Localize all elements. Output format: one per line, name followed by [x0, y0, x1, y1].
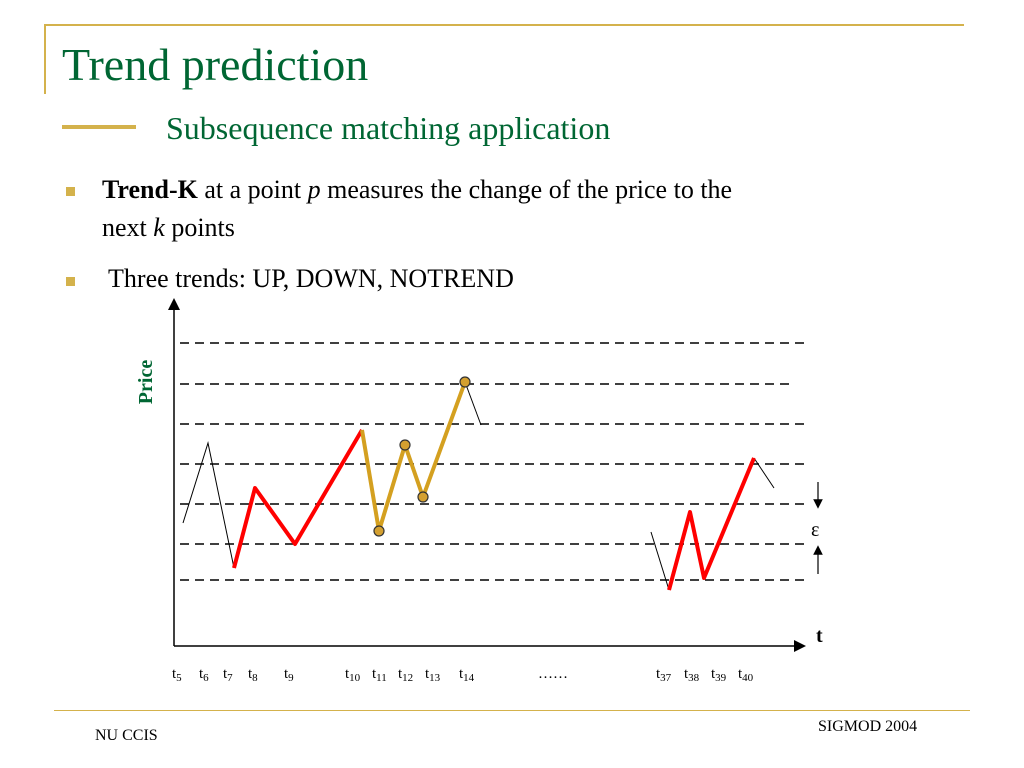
marker-point [373, 525, 385, 537]
red-trend-segment-1 [232, 428, 364, 569]
context-line-mid [464, 381, 482, 426]
red-trend-segment-2 [667, 457, 756, 591]
time-label: t12 [398, 666, 413, 684]
marker-point [417, 491, 429, 503]
time-label: t39 [711, 666, 727, 684]
y-axis-label: Price [135, 360, 157, 405]
marker-point [459, 376, 471, 388]
trend-markers [373, 376, 471, 537]
time-label: t37 [656, 666, 672, 684]
time-label: t7 [223, 666, 233, 684]
context-lines [182, 381, 775, 591]
bullet-1-text-d: points [164, 213, 235, 242]
slide-subtitle: Subsequence matching application [166, 110, 611, 146]
bullet-1-italic-p: p [307, 175, 321, 204]
frame-left-line [44, 24, 46, 94]
context-line-right-start [650, 531, 670, 591]
footer-right-text: SIGMOD 2004 [818, 718, 918, 735]
bullet-marker-2 [66, 277, 75, 286]
time-label: t6 [199, 666, 209, 684]
time-labels: t5 t6 t7 t8 t9 t10 t11 t12 t13 t14 …… t3… [172, 666, 754, 684]
footer-divider [54, 710, 970, 711]
slide-title: Trend prediction [62, 39, 369, 90]
level-lines [180, 342, 805, 581]
context-line-left [182, 441, 235, 569]
bullet-1-italic-k: k [153, 213, 165, 242]
time-label: t38 [684, 666, 700, 684]
time-label: t8 [248, 666, 258, 684]
context-line-right-end [753, 457, 775, 489]
time-label: t9 [284, 666, 294, 684]
bullet-2-text: Three trends: UP, DOWN, NOTREND [102, 264, 514, 293]
time-label: t5 [172, 666, 182, 684]
frame-top-line [44, 24, 964, 26]
bullet-1-line-1: Trend-K at a point p measures the change… [102, 172, 732, 208]
time-label: t10 [345, 666, 361, 684]
marker-point [399, 439, 411, 451]
bullet-1-text-b: measures the change of the price to the [320, 175, 733, 204]
gold-trend-segment [360, 381, 467, 533]
bullet-1-text-a: at a point [197, 175, 308, 204]
time-label: t14 [459, 666, 475, 684]
bullet-1-line-2: next k points [102, 210, 235, 246]
footer-left-text: NU CCIS [95, 727, 158, 744]
time-ellipsis: …… [538, 666, 568, 682]
bullet-1-text-c: next [102, 213, 154, 242]
bullet-1-bold: Trend-K [102, 175, 198, 204]
x-axis-label: t [816, 625, 823, 647]
time-label: t11 [372, 666, 387, 684]
subtitle-accent-bar [62, 125, 136, 129]
time-label: t40 [738, 666, 754, 684]
bullet-marker-1 [66, 187, 75, 196]
epsilon-label: ε [811, 519, 819, 541]
time-label: t13 [425, 666, 441, 684]
